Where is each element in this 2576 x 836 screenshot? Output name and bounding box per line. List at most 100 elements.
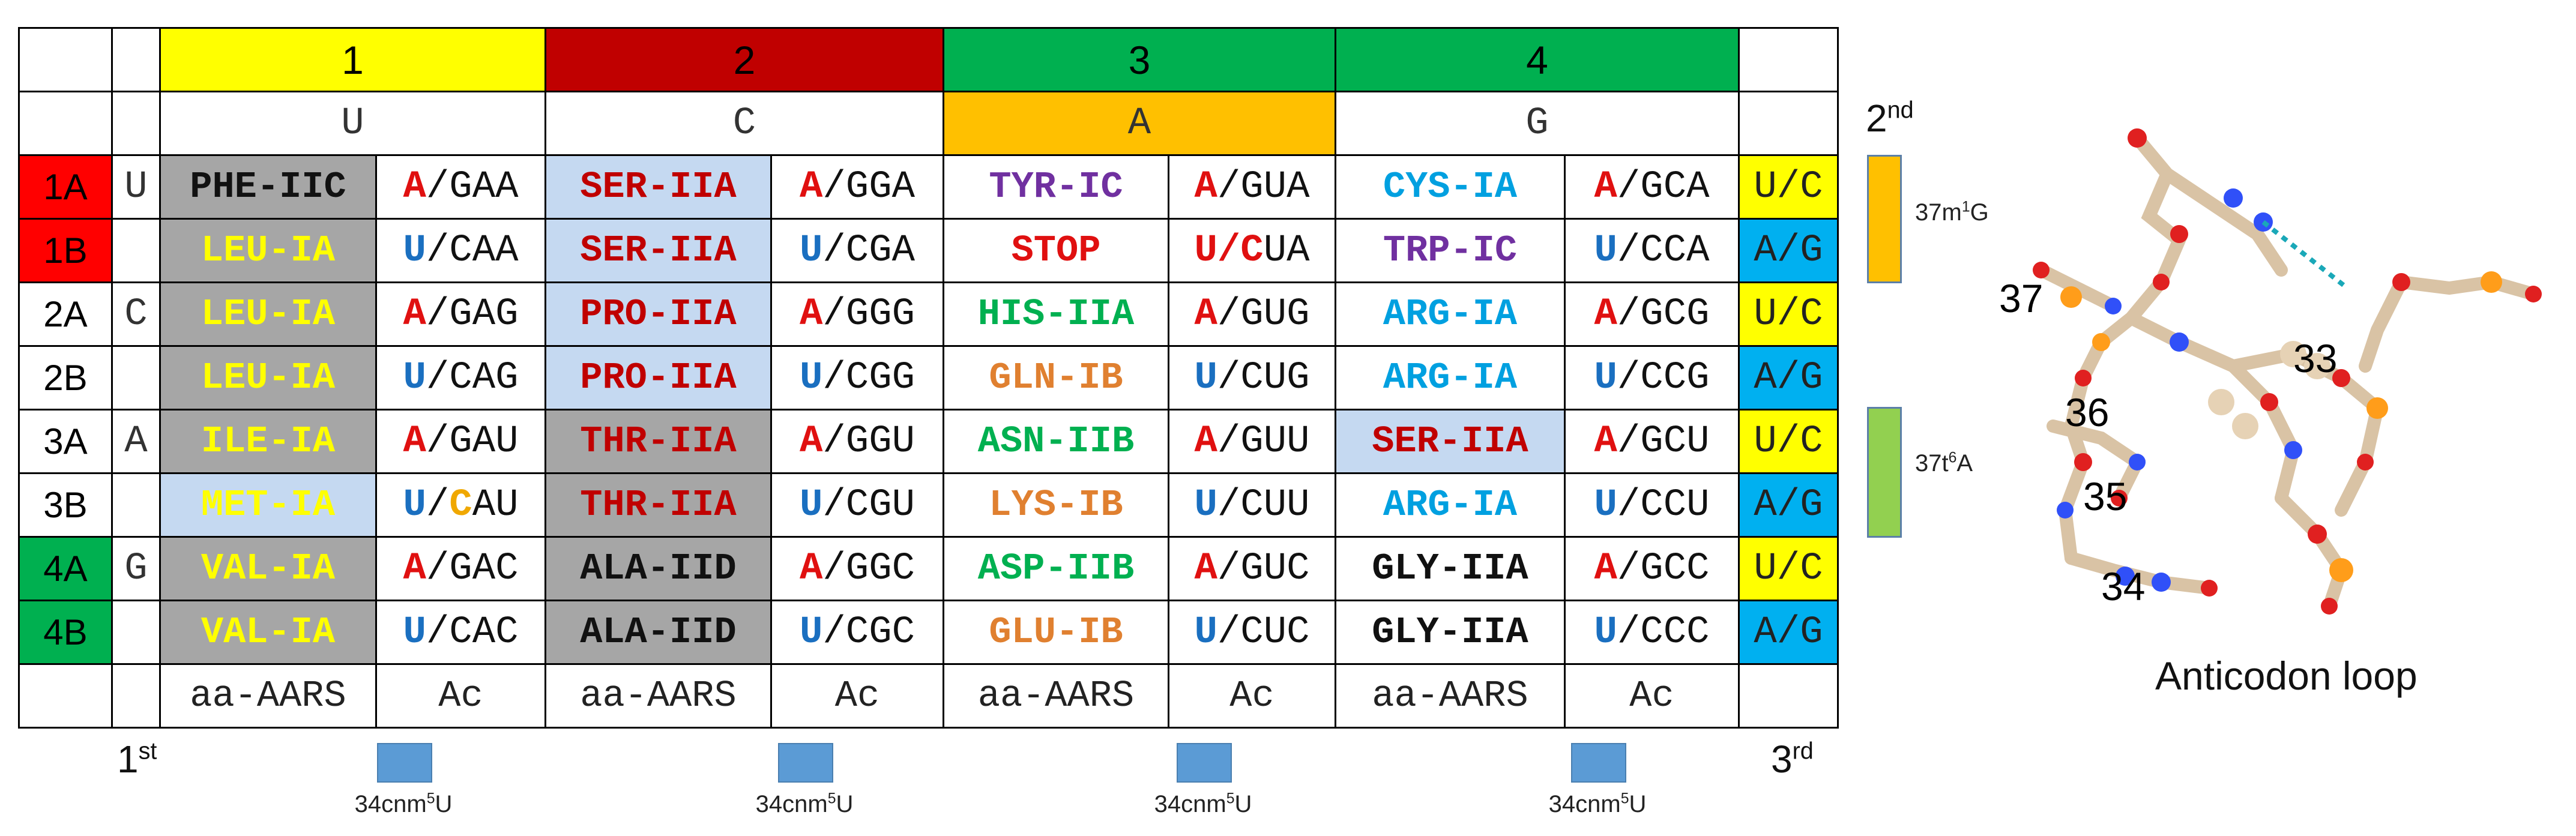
wobble-base: A	[403, 420, 426, 463]
amino-acid-class: ARG-IA	[1335, 345, 1566, 410]
amino-acid-class: STOP	[943, 218, 1169, 283]
third-base: U/C	[1738, 154, 1839, 220]
cnm5U-label: 34cnm5U	[1154, 790, 1252, 817]
anticodon: U/CAA	[375, 218, 546, 283]
codon-row: 4B VAL-IA U/CAC ALA-IID U/CGC GLU-IB U/CUC GLY-…	[18, 600, 1839, 665]
third-base: U/C	[1738, 536, 1839, 601]
second-base-G: G	[1335, 91, 1740, 156]
second-base-A: A	[943, 91, 1336, 156]
m1G-label: 37m1G	[1915, 199, 1989, 226]
wobble-base: A	[403, 547, 426, 591]
wobble-base: A	[1594, 420, 1617, 463]
anticodon-rest: /CCC	[1617, 610, 1710, 654]
amino-acid-class: PRO-IIA	[544, 281, 772, 347]
anticodon: A/GUA	[1168, 154, 1336, 220]
second-base-C: C	[544, 91, 944, 156]
first-base: G	[111, 536, 161, 601]
codon-row: 3A A ILE-IA A/GAU THR-IIA A/GGU ASN-IIB A/GUU SE…	[18, 409, 1839, 474]
wobble-base: U	[799, 356, 823, 400]
anticodon: U/CUG	[1168, 345, 1336, 410]
wobble-base: U	[799, 229, 823, 272]
third-base-label: 3rd	[1771, 738, 1814, 781]
anticodon: U/CGG	[770, 345, 944, 410]
wobble-base: A	[1594, 165, 1617, 209]
anticodon-rest: /GAA	[426, 165, 519, 209]
anticodon: A/GUU	[1168, 409, 1336, 474]
anticodon-rest: /CCU	[1617, 483, 1710, 527]
anticodon: U/CAG	[375, 345, 546, 410]
row-label: 4B	[18, 600, 113, 665]
amino-acid-class: GLU-IB	[943, 600, 1169, 665]
anticodon-rest: /GCC	[1617, 547, 1710, 591]
anticodon: U/CCA	[1564, 218, 1740, 283]
wobble-base: U	[1594, 229, 1617, 272]
third-base: A/G	[1738, 600, 1839, 665]
row-label: 3A	[18, 409, 113, 474]
wobble-base: U	[799, 610, 823, 654]
wobble-base: A	[1194, 420, 1217, 463]
codon-row: 1A U PHE-IIC A/GAA SER-IIA A/GGA TYR-IC A/GUA CY…	[18, 154, 1839, 220]
amino-acid-class: HIS-IIA	[943, 281, 1169, 347]
anticodon-rest: /CCA	[1617, 229, 1710, 272]
amino-acid-class: SER-IIA	[544, 154, 772, 220]
anticodon: A/GAG	[375, 281, 546, 347]
codon-row: 1B LEU-IA U/CAA SER-IIA U/CGA STOP U/CUA TRP-IC…	[18, 218, 1839, 283]
amino-acid-class: GLN-IB	[943, 345, 1169, 410]
amino-acid-class: GLY-IIA	[1335, 536, 1566, 601]
anticodon-loop-structure: 37 33 36 35 34	[1999, 128, 2542, 615]
anticodon: U/CUA	[1168, 218, 1336, 283]
wobble-base: U	[403, 483, 426, 527]
amino-acid-class: LEU-IA	[159, 345, 377, 410]
anticodon: A/GCC	[1564, 536, 1740, 601]
row-label: 1B	[18, 218, 113, 283]
genetic-code-table: 1 2 3 4 U C A G 1A U PHE-IIC A/GAA SER-IIA A/…	[18, 27, 1839, 729]
wobble-base: U	[1594, 610, 1617, 654]
third-base: A/G	[1738, 218, 1839, 283]
wobble-base: A	[403, 165, 426, 209]
wobble-base: U	[799, 483, 823, 527]
modified-base: C	[449, 483, 472, 527]
anticodon-rest: /GUU	[1217, 420, 1310, 463]
wobble-base: A	[799, 420, 823, 463]
t6A-label: 37t6A	[1915, 450, 1973, 477]
anticodon-rest: /GGA	[822, 165, 915, 209]
footer-ac: Ac	[375, 663, 546, 729]
row-label: 3B	[18, 472, 113, 538]
box-header-1: 1	[159, 27, 546, 92]
amino-acid-class: TYR-IC	[943, 154, 1169, 220]
anticodon: A/GAA	[375, 154, 546, 220]
header-number-row: 1 2 3 4	[18, 27, 1839, 92]
cnm5U-marker	[778, 743, 833, 783]
footer-aa: aa-AARS	[943, 663, 1169, 729]
amino-acid-class: LYS-IB	[943, 472, 1169, 538]
anticodon-rest: /GGG	[822, 292, 915, 336]
residue-33-label: 33	[2293, 336, 2337, 380]
anticodon: A/GUC	[1168, 536, 1336, 601]
residue-35-label: 35	[2083, 474, 2127, 519]
footer-ac: Ac	[1168, 663, 1336, 729]
anticodon: U/CUC	[1168, 600, 1336, 665]
amino-acid-class: PRO-IIA	[544, 345, 772, 410]
wobble-base: A	[1194, 547, 1217, 591]
anticodon-rest: /CUU	[1217, 483, 1310, 527]
first-base: C	[111, 281, 161, 347]
anticodon: A/GGU	[770, 409, 944, 474]
wobble-base: U/C	[1194, 229, 1264, 272]
anticodon: A/GCA	[1564, 154, 1740, 220]
codon-row: 2B LEU-IA U/CAG PRO-IIA U/CGG GLN-IB U/CUG ARG-…	[18, 345, 1839, 410]
amino-acid-class: ARG-IA	[1335, 281, 1566, 347]
header-letter-row: U C A G	[18, 91, 1839, 156]
anticodon-rest: /CAG	[426, 356, 519, 400]
box-header-3: 3	[943, 27, 1336, 92]
cnm5U-marker	[1177, 743, 1232, 783]
first-base: U	[111, 154, 161, 220]
anticodon-rest: /GUG	[1217, 292, 1310, 336]
anticodon-rest: /CGU	[822, 483, 915, 527]
third-base: U/C	[1738, 409, 1839, 474]
third-base: A/G	[1738, 345, 1839, 410]
row-label: 1A	[18, 154, 113, 220]
anticodon: A/GCG	[1564, 281, 1740, 347]
anticodon-rest: /GCG	[1617, 292, 1710, 336]
anticodon: U/CGA	[770, 218, 944, 283]
residue-34-label: 34	[2101, 564, 2145, 609]
